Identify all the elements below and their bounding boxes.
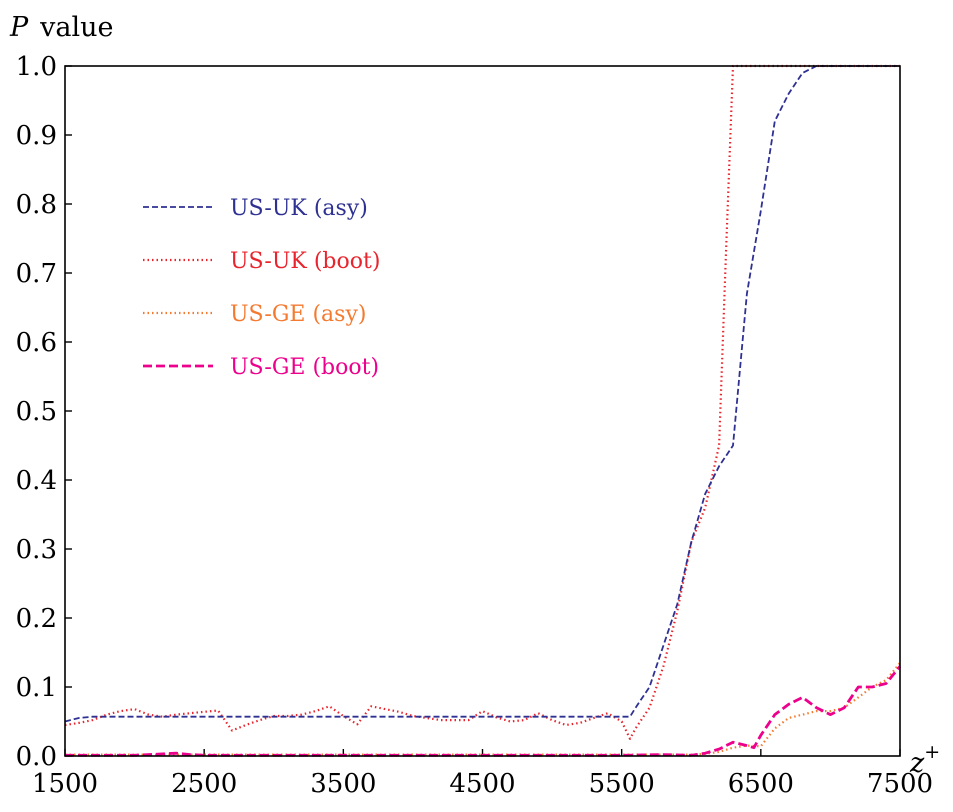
series-line-1 xyxy=(64,64,900,740)
y-tick-label: 0.3 xyxy=(16,535,57,565)
x-axis-label-sup: + xyxy=(924,741,940,763)
legend-label-3: US-GE (boot) xyxy=(230,355,379,380)
x-axis-ticks: 1500 2500 3500 4500 5500 6500 7500 xyxy=(32,749,933,799)
x-tick-label: 2500 xyxy=(171,769,237,799)
series-line-2 xyxy=(65,662,901,756)
y-axis-label-italic: P xyxy=(9,12,29,43)
x-tick-label: 3500 xyxy=(310,769,376,799)
x-tick-label: 7500 xyxy=(867,769,933,799)
y-tick-label: 1.0 xyxy=(16,52,57,82)
x-tick-label: 5500 xyxy=(589,769,655,799)
y-tick-label: 0.1 xyxy=(16,673,57,703)
y-axis-ticks: 0.0 0.1 0.2 0.3 0.4 0.5 0.6 0.7 0.8 0.9 1.0 xyxy=(16,52,72,772)
x-tick-label: 1500 xyxy=(32,769,98,799)
y-tick-label: 0.4 xyxy=(16,466,57,496)
legend-label-2: US-GE (asy) xyxy=(230,302,366,327)
y-tick-label: 0.0 xyxy=(16,742,57,772)
legend-label-0: US-UK (asy) xyxy=(230,196,368,221)
y-tick-label: 0.9 xyxy=(16,121,57,151)
series-lines xyxy=(64,64,902,757)
x-axis-label: z+ xyxy=(909,741,940,779)
y-tick-label: 0.5 xyxy=(16,397,57,427)
y-tick-label: 0.7 xyxy=(16,259,57,289)
series-line-3 xyxy=(65,665,902,757)
plot-frame xyxy=(64,65,901,757)
y-tick-label: 0.2 xyxy=(16,604,57,634)
x-axis-label-base: z xyxy=(909,748,925,779)
series-line-0 xyxy=(64,65,900,723)
y-axis-label-rest: value xyxy=(39,12,113,43)
legend: US-UK (asy) US-UK (boot) US-GE (asy) US-GE … xyxy=(143,196,380,380)
legend-label-1: US-UK (boot) xyxy=(230,249,380,274)
x-tick-label: 6500 xyxy=(728,769,794,799)
y-tick-label: 0.8 xyxy=(16,190,57,220)
y-tick-label: 0.6 xyxy=(16,328,57,358)
x-tick-label: 4500 xyxy=(449,769,515,799)
